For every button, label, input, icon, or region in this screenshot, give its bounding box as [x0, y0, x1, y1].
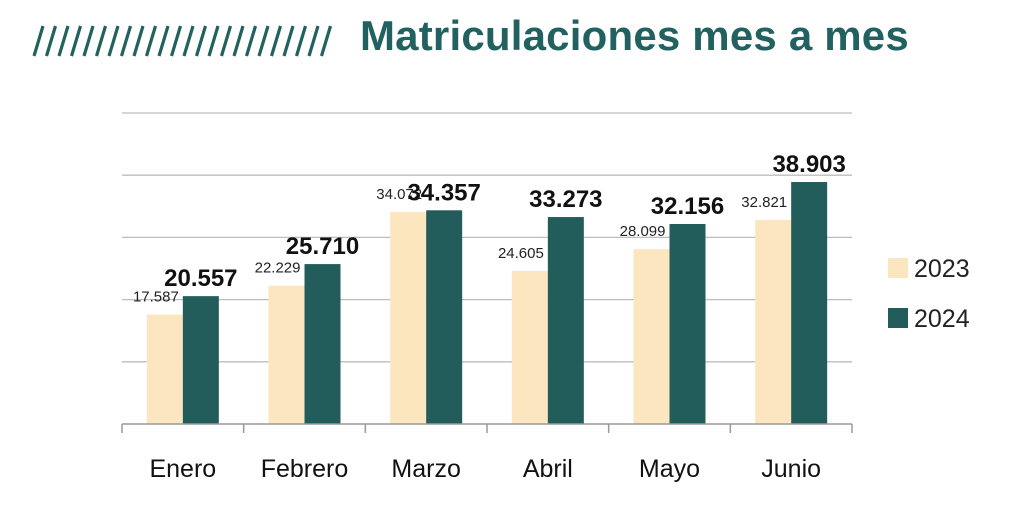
data-label-2024: 33.273 [529, 186, 602, 213]
data-label-2024: 25.710 [286, 233, 359, 260]
category-label: Marzo [391, 455, 460, 483]
stripe-mark [244, 25, 258, 57]
data-label-2023: 34.072 [376, 186, 422, 203]
stripe-mark [207, 25, 220, 57]
bar-2024-febrero [304, 264, 341, 424]
chart-gridlines [122, 112, 852, 363]
decorative-stripes-icon [32, 25, 333, 57]
chart-bars [146, 182, 828, 424]
stripe-mark [182, 25, 195, 57]
stripe-mark [69, 25, 83, 57]
category-label: Abril [523, 455, 573, 483]
stripe-mark [32, 25, 45, 57]
stripe-mark [107, 25, 120, 57]
category-label: Mayo [639, 455, 700, 483]
legend-label-2023: 2023 [914, 255, 970, 283]
bar-2024-abril [547, 217, 584, 424]
bar-2023-febrero [268, 285, 305, 424]
stripe-mark [144, 25, 158, 57]
category-label: Junio [761, 455, 821, 483]
stripe-mark [257, 25, 270, 57]
data-label-2024: 34.357 [407, 179, 480, 206]
bar-2024-mayo [669, 223, 706, 424]
data-label-2024: 20.557 [164, 265, 237, 292]
data-label-2023: 32.821 [741, 194, 787, 211]
stripe-mark [194, 25, 208, 57]
stripe-mark [294, 25, 308, 57]
bar-2024-enero [182, 296, 219, 424]
stripe-mark [282, 25, 295, 57]
chart-axis [121, 423, 853, 433]
category-label: Enero [149, 455, 216, 483]
stripe-mark [219, 25, 233, 57]
data-label-2023: 24.605 [498, 245, 544, 262]
bar-2023-junio [755, 219, 792, 424]
bar-2024-marzo [426, 210, 463, 424]
stripe-mark [57, 25, 70, 57]
stripe-mark [44, 25, 58, 57]
stripe-mark [319, 25, 333, 57]
stripe-mark [232, 25, 245, 57]
bar-2023-mayo [633, 249, 670, 424]
category-label: Febrero [261, 455, 349, 483]
stripe-mark [157, 25, 170, 57]
header: Matriculaciones mes a mes [0, 0, 1024, 80]
bar-2023-marzo [390, 212, 427, 424]
bar-2023-enero [146, 314, 183, 424]
data-label-2023: 17.587 [133, 289, 179, 306]
stripe-mark [132, 25, 145, 57]
page-title: Matriculaciones mes a mes [360, 12, 909, 59]
bar-2024-junio [791, 182, 828, 424]
legend-swatch-2024 [888, 308, 908, 328]
legend-label-2024: 2024 [914, 305, 970, 333]
stripe-mark [307, 25, 320, 57]
data-label-2024: 32.156 [651, 193, 724, 220]
legend-swatch-2023 [888, 258, 908, 278]
bar-2023-abril [511, 270, 548, 424]
stripe-mark [119, 25, 133, 57]
stripe-mark [169, 25, 183, 57]
chart-legend: 2023 2024 [888, 255, 970, 333]
chart-category-labels: Enero Febrero Marzo Abril Mayo Junio [149, 455, 821, 483]
stripe-mark [269, 25, 283, 57]
data-label-2024: 38.903 [772, 151, 845, 178]
stripe-mark [94, 25, 108, 57]
stripe-mark [82, 25, 95, 57]
data-label-2023: 28.099 [620, 223, 666, 240]
data-label-2023: 22.229 [255, 260, 301, 277]
